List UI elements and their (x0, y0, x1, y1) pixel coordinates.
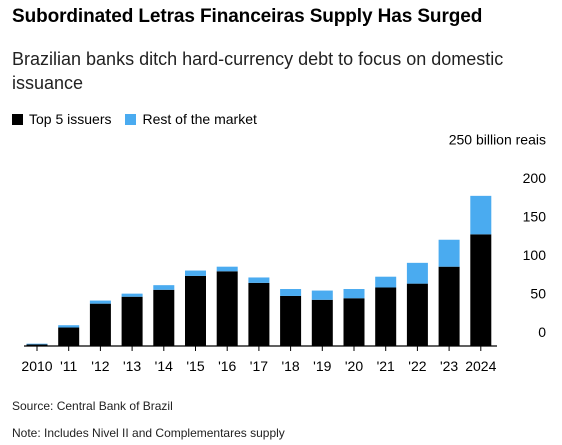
bar-rest (248, 277, 270, 283)
bar-rest (185, 270, 206, 276)
bar-rest (375, 276, 397, 288)
y-tick-label: 150 (523, 209, 547, 225)
bar-rest (153, 285, 175, 290)
x-tick-label: '15 (186, 358, 204, 374)
legend-label-rest: Rest of the market (142, 111, 257, 127)
bar-top5 (89, 303, 111, 346)
bar-top5 (375, 287, 397, 346)
bar-top5 (438, 266, 460, 346)
bar-rest (438, 239, 460, 267)
y-tick-label: 200 (523, 170, 547, 186)
x-tick-label: '16 (218, 358, 236, 374)
chart-subtitle: Brazilian banks ditch hard-currency debt… (12, 49, 504, 93)
legend: Top 5 issuers Rest of the market (12, 111, 271, 127)
bar-top5 (248, 282, 270, 346)
bar-rest (58, 325, 80, 328)
bar-top5 (216, 271, 238, 346)
x-tick-label: '21 (377, 358, 395, 374)
x-tick-label: '13 (123, 358, 141, 374)
x-tick-label: '18 (281, 358, 299, 374)
x-tick-label: 2024 (465, 358, 496, 374)
legend-swatch-top5 (12, 113, 23, 125)
y-unit-label: 250 billion reais (449, 132, 546, 148)
bar-rest (280, 289, 302, 296)
bar-top5 (58, 327, 80, 346)
x-tick-label: '20 (345, 358, 363, 374)
x-tick-label: '23 (440, 358, 458, 374)
bar-rest (406, 262, 428, 284)
y-tick-label: 0 (538, 324, 546, 340)
legend-label-top5: Top 5 issuers (29, 111, 112, 127)
x-tick-label: '14 (155, 358, 173, 374)
legend-item-rest: Rest of the market (125, 111, 257, 127)
bar-rest (343, 289, 365, 299)
bar-top5 (26, 344, 48, 346)
legend-swatch-rest (125, 113, 137, 125)
bar-top5 (185, 275, 206, 346)
bar-rest (26, 343, 48, 345)
bar-rest (311, 290, 333, 300)
legend-item-top5: Top 5 issuers (12, 111, 111, 127)
x-tick-label: '11 (60, 358, 77, 374)
bar-top5 (470, 234, 492, 346)
bar-top5 (280, 295, 302, 346)
bar-top5 (343, 298, 365, 346)
y-tick-label: 50 (530, 286, 546, 302)
bar-rest (121, 293, 143, 297)
x-tick-label: '22 (408, 358, 426, 374)
bar-rest (89, 300, 111, 304)
y-tick-label: 100 (523, 247, 547, 263)
x-tick-label: 2010 (21, 358, 52, 374)
bar-top5 (406, 283, 428, 346)
bar-top5 (311, 299, 333, 346)
x-tick-label: '19 (313, 358, 331, 374)
chart-title: Subordinated Letras Financeiras Supply H… (12, 6, 483, 27)
bar-top5 (121, 296, 143, 346)
bar-top5 (153, 289, 175, 346)
bar-rest (216, 266, 238, 272)
footnote: Note: Includes Nivel II and Complementar… (12, 426, 285, 440)
bar-rest (470, 195, 492, 235)
x-tick-label: '17 (250, 358, 268, 374)
source-note: Source: Central Bank of Brazil (12, 399, 173, 413)
x-tick-label: '12 (91, 358, 109, 374)
